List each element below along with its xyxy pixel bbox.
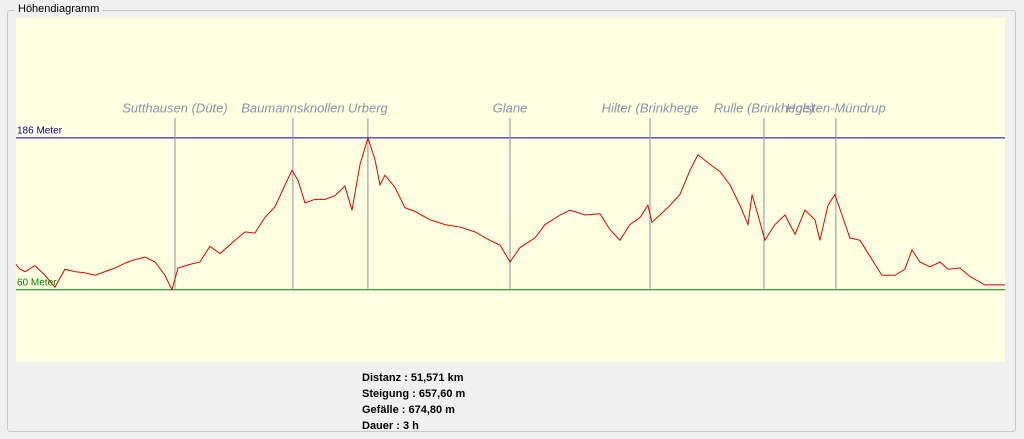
waypoint-label: Holsten-Mündrup xyxy=(786,100,886,115)
reference-label: 60 Meter xyxy=(17,277,57,288)
waypoint-label: Glane xyxy=(493,100,528,115)
stat-line: Distanz : 51,571 km xyxy=(362,372,464,384)
group-box xyxy=(7,10,1016,432)
reference-label: 186 Meter xyxy=(17,126,63,137)
waypoint-label: Rulle (Brinkhege) xyxy=(714,100,814,115)
stat-line: Steigung : 657,60 m xyxy=(362,388,466,400)
stat-line: Dauer : 3 h xyxy=(362,420,419,432)
waypoint-label: Hilter (Brinkhege xyxy=(602,100,699,115)
stat-line: Gefälle : 674,80 m xyxy=(362,404,455,416)
waypoint-label: Baumannsknollen xyxy=(241,100,344,115)
elevation-line xyxy=(15,136,1005,292)
group-title: Höhendiagramm xyxy=(15,3,103,15)
waypoint-label: Urberg xyxy=(348,100,389,115)
waypoint-label: Sutthausen (Düte) xyxy=(122,100,228,115)
stats: Distanz : 51,571 km Steigung : 657,60 m Ge… xyxy=(362,370,465,434)
